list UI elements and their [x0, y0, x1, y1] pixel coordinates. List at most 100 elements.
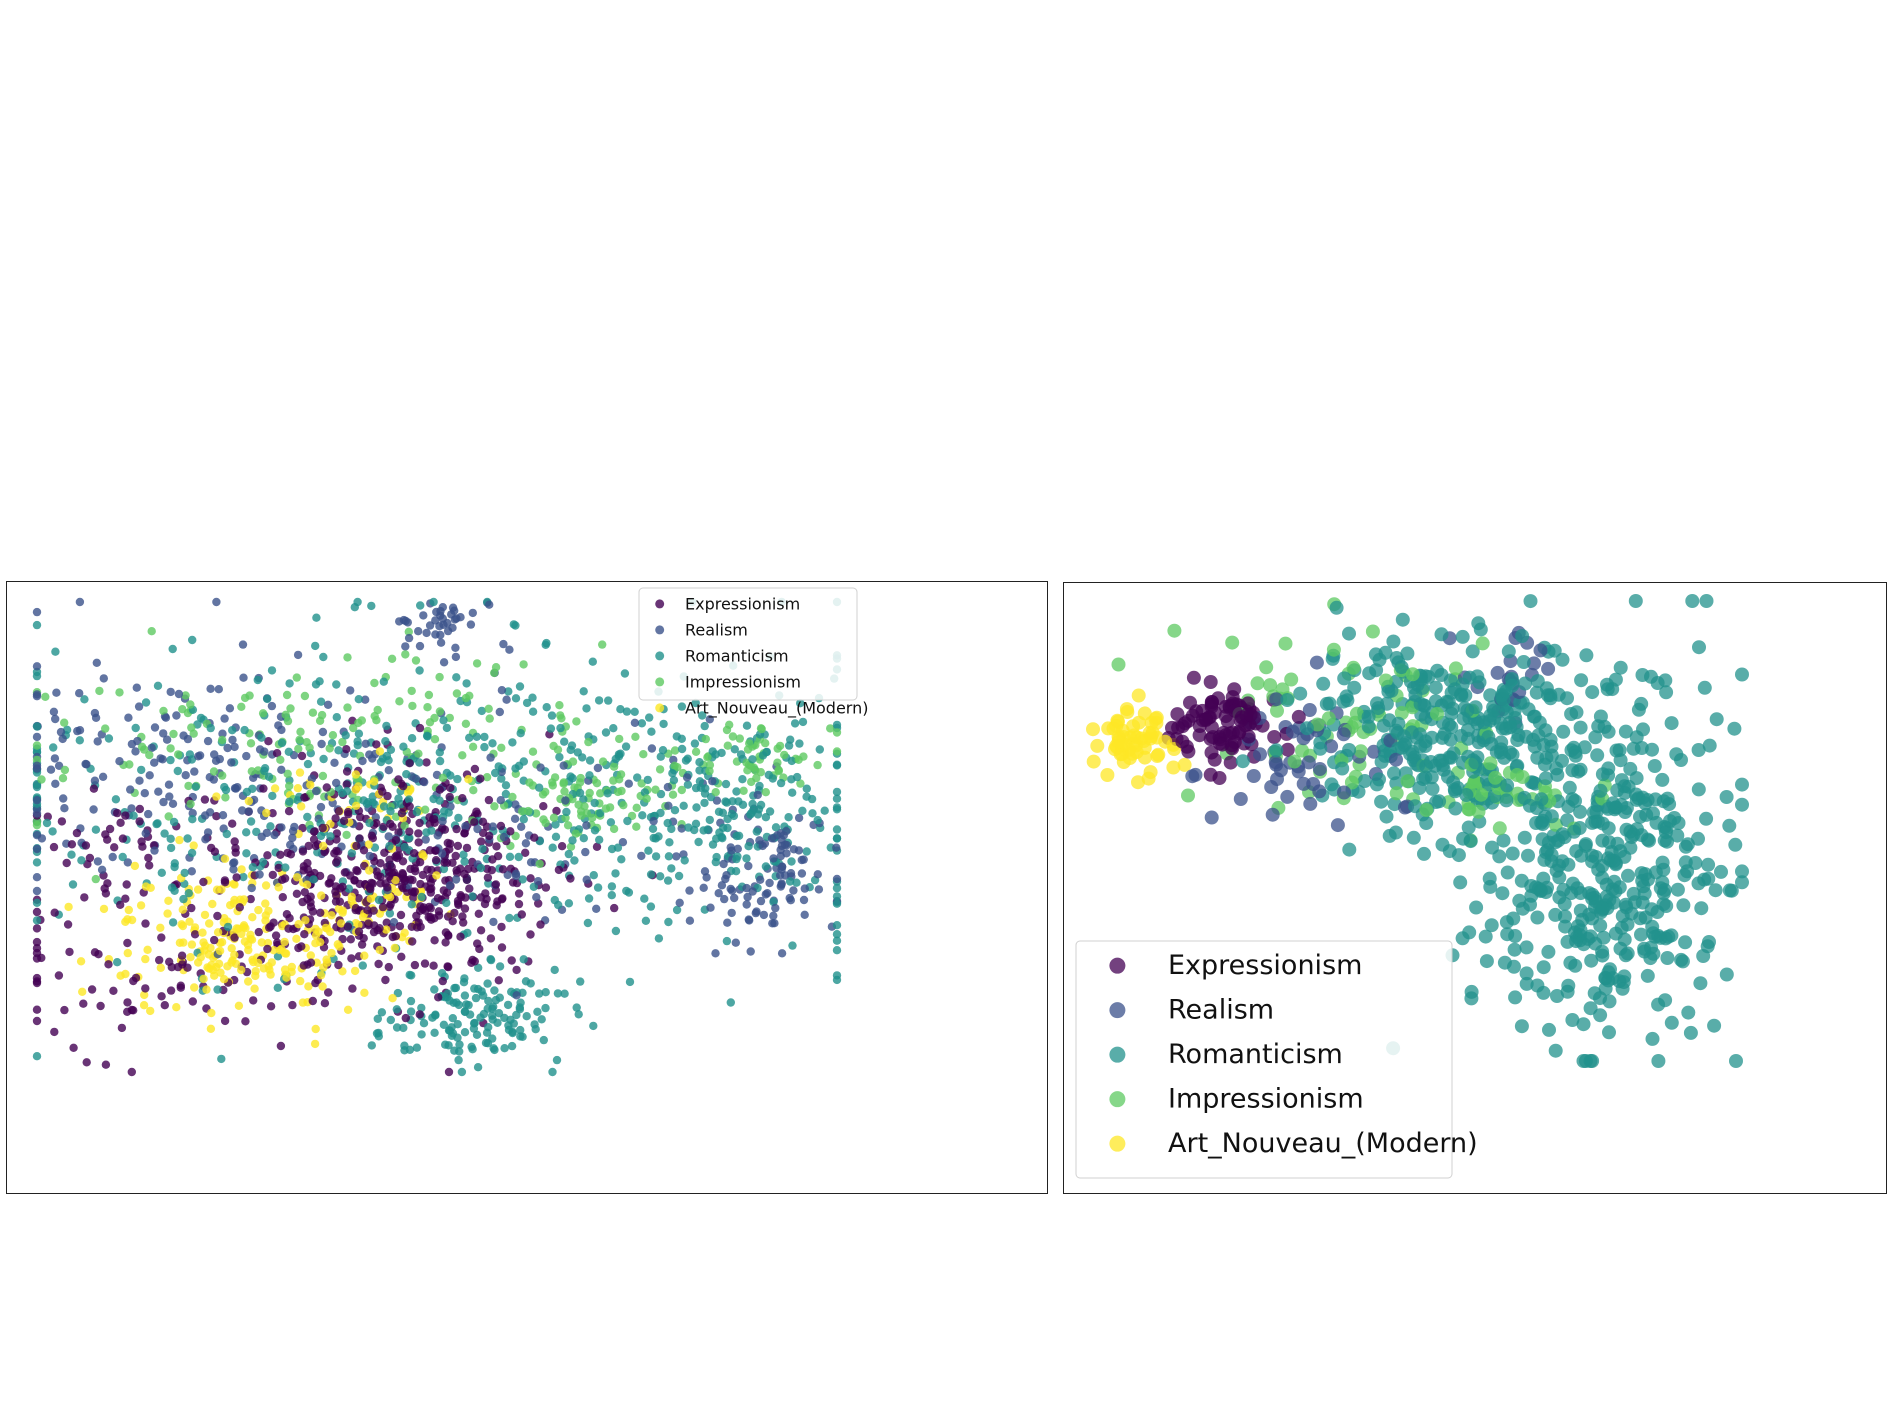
point-realism [233, 783, 242, 792]
point-romanticism [1444, 720, 1459, 735]
point-expressionism [283, 848, 292, 858]
point-romanticism [1708, 883, 1723, 898]
point-realism [767, 834, 777, 843]
point-realism [365, 750, 374, 759]
point-expressionism [494, 976, 503, 985]
point-realism [1188, 767, 1203, 782]
point-impressionism [424, 690, 434, 700]
point-art-nouveau-modern [205, 919, 214, 928]
point-romanticism [622, 707, 632, 716]
point-art-nouveau-modern [270, 784, 280, 793]
point-expressionism [440, 858, 449, 867]
point-expressionism [342, 767, 352, 776]
point-romanticism [367, 601, 376, 611]
point-romanticism [1578, 838, 1593, 853]
point-realism [466, 620, 476, 629]
point-romanticism [445, 1026, 454, 1035]
point-realism [771, 903, 780, 913]
point-impressionism [1389, 786, 1404, 801]
point-romanticism [738, 775, 747, 784]
point-romanticism [439, 864, 449, 874]
point-romanticism [1567, 824, 1582, 839]
point-romanticism [1702, 738, 1717, 753]
point-realism [132, 683, 141, 692]
point-art-nouveau-modern [318, 982, 327, 991]
point-romanticism [758, 751, 768, 760]
point-realism [1302, 703, 1317, 717]
point-expressionism [81, 841, 91, 850]
point-art-nouveau-modern [178, 905, 187, 914]
point-romanticism [453, 1020, 462, 1029]
point-realism [705, 715, 714, 724]
point-romanticism [516, 729, 525, 738]
point-art-nouveau-modern [1131, 775, 1145, 790]
point-romanticism [1642, 833, 1656, 848]
point-impressionism [535, 859, 544, 869]
point-expressionism [1223, 755, 1238, 770]
legend-marker-romanticism [1109, 1046, 1126, 1063]
point-romanticism [1613, 753, 1628, 768]
point-romanticism [1660, 951, 1675, 965]
point-expressionism [512, 965, 521, 975]
point-realism [486, 753, 495, 762]
point-art-nouveau-modern [343, 1005, 353, 1014]
point-realism [210, 750, 219, 759]
point-realism [532, 893, 541, 902]
point-impressionism [387, 654, 397, 663]
point-romanticism [1661, 929, 1676, 944]
point-art-nouveau-modern [99, 904, 109, 914]
point-romanticism [1381, 684, 1396, 699]
point-realism [218, 811, 228, 820]
point-romanticism [705, 815, 714, 825]
left-scatter-points [32, 597, 842, 1077]
point-art-nouveau-modern [432, 871, 441, 880]
point-romanticism [1429, 795, 1444, 809]
point-romanticism [611, 926, 621, 936]
point-romanticism [514, 761, 524, 770]
point-realism [32, 809, 42, 818]
point-realism [82, 760, 91, 769]
point-expressionism [1241, 696, 1255, 711]
point-romanticism [1405, 744, 1420, 759]
point-romanticism [454, 1055, 463, 1065]
point-romanticism [400, 1041, 409, 1050]
point-romanticism [319, 652, 328, 662]
point-romanticism [528, 707, 538, 716]
point-romanticism [188, 635, 197, 645]
point-art-nouveau-modern [366, 894, 375, 903]
point-romanticism [166, 755, 175, 765]
point-romanticism [51, 647, 60, 656]
point-expressionism [383, 862, 392, 872]
point-art-nouveau-modern [239, 923, 248, 932]
point-realism [624, 779, 633, 788]
point-romanticism [1564, 743, 1579, 758]
point-impressionism [826, 724, 835, 733]
point-romanticism [519, 955, 528, 964]
point-art-nouveau-modern [1130, 730, 1145, 745]
point-impressionism [282, 690, 292, 700]
point-realism [468, 608, 477, 618]
point-realism [255, 870, 264, 879]
point-romanticism [32, 916, 42, 925]
point-expressionism [300, 930, 309, 939]
point-realism [277, 823, 286, 832]
point-realism [384, 832, 393, 841]
point-impressionism [615, 734, 624, 744]
point-impressionism [1321, 711, 1336, 726]
point-impressionism [592, 779, 602, 788]
point-romanticism [1722, 883, 1737, 898]
point-romanticism [548, 843, 557, 852]
point-romanticism [217, 1054, 226, 1064]
point-romanticism [764, 770, 773, 780]
point-expressionism [50, 908, 59, 917]
point-expressionism [418, 870, 428, 880]
point-expressionism [1232, 724, 1247, 739]
point-expressionism [359, 846, 369, 855]
point-romanticism [490, 1045, 499, 1055]
point-realism [395, 617, 404, 626]
point-art-nouveau-modern [214, 959, 224, 968]
point-romanticism [169, 817, 179, 827]
point-expressionism [381, 975, 390, 985]
point-expressionism [166, 986, 176, 995]
point-romanticism [1602, 994, 1617, 1009]
